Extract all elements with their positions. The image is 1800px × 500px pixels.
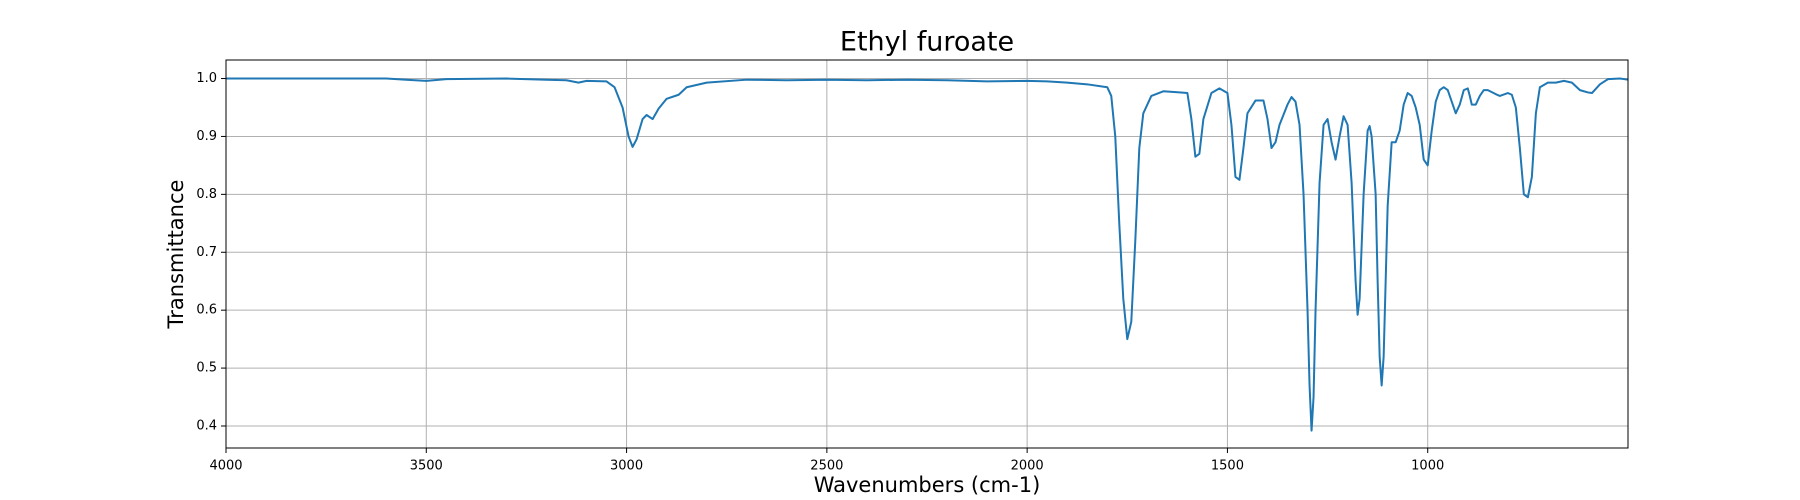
x-axis-label: Wavenumbers (cm-1): [814, 473, 1041, 497]
plot-frame: [225, 59, 1629, 449]
chart-title: Ethyl furoate: [840, 27, 1014, 58]
x-tick-label: 1000: [1411, 459, 1444, 474]
x-tick-label: 1500: [1211, 459, 1244, 474]
x-tick-label: 3000: [610, 459, 643, 474]
y-tick-label: 0.5: [196, 361, 217, 376]
x-tick-label: 3500: [410, 459, 443, 474]
x-tick-label: 4000: [209, 459, 242, 474]
y-tick-label: 0.9: [196, 129, 217, 144]
y-tick-label: 0.7: [196, 245, 217, 260]
y-tick-label: 0.6: [196, 303, 217, 318]
x-tick-label: 2500: [810, 459, 843, 474]
y-axis-label: Transmittance: [164, 180, 188, 330]
spectrum-line: [226, 77, 1629, 432]
y-tick-label: 0.4: [196, 418, 217, 433]
y-tick-label: 0.8: [196, 187, 217, 202]
y-tick-label: 1.0: [196, 71, 217, 86]
x-tick-label: 2000: [1011, 459, 1044, 474]
